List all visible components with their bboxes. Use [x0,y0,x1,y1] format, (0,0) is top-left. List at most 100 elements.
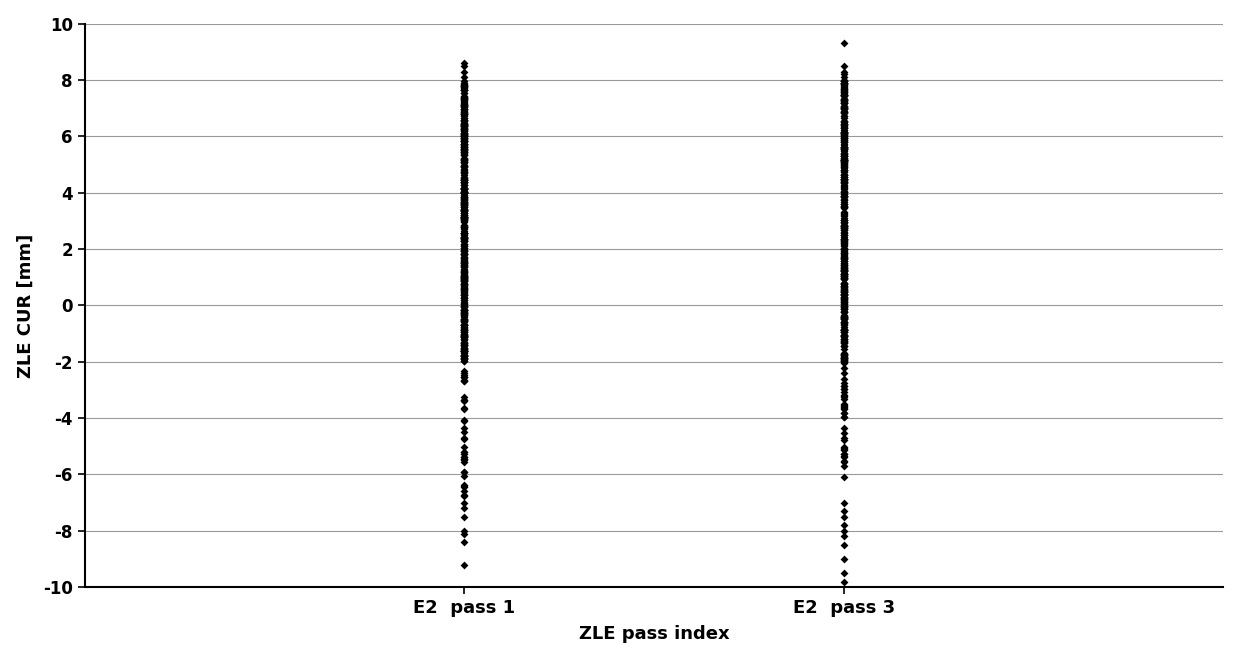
Point [454,396,474,407]
Point [454,253,474,264]
Point [454,101,474,112]
Point [454,123,474,134]
Point [454,349,474,360]
Point [454,288,474,298]
Point [833,96,853,107]
Point [833,98,853,108]
Point [454,166,474,177]
Point [833,278,853,288]
Point [454,100,474,111]
Point [833,170,853,181]
Point [454,273,474,284]
Point [454,155,474,166]
Point [833,378,853,388]
Point [833,290,853,300]
Point [454,232,474,243]
Point [833,350,853,360]
Point [833,128,853,139]
Point [833,103,853,114]
Point [454,115,474,125]
Point [833,152,853,163]
Point [833,358,853,368]
Point [454,282,474,293]
Point [833,38,853,49]
Point [833,162,853,172]
Point [833,269,853,279]
Point [833,86,853,96]
Point [454,149,474,160]
Point [833,104,853,114]
Point [454,116,474,127]
Point [833,100,853,111]
Point [833,264,853,275]
Point [833,182,853,192]
Point [833,294,853,305]
Point [454,100,474,111]
Point [833,302,853,312]
Point [454,201,474,211]
Point [454,184,474,195]
Point [833,326,853,337]
Point [454,139,474,149]
Point [454,172,474,182]
Point [833,122,853,133]
Point [833,228,853,238]
Point [454,282,474,293]
Point [833,178,853,189]
Point [454,343,474,353]
Point [833,148,853,159]
Point [833,363,853,374]
Point [454,177,474,187]
Point [454,256,474,267]
Point [833,296,853,307]
Point [833,349,853,360]
Point [833,280,853,291]
Point [454,236,474,246]
Point [833,102,853,112]
Point [454,234,474,245]
Point [454,117,474,128]
Point [833,331,853,342]
Point [454,84,474,94]
Point [454,200,474,211]
Point [454,205,474,215]
Point [454,177,474,187]
Point [454,310,474,320]
Point [833,289,853,300]
Point [833,116,853,127]
Point [833,77,853,88]
Point [833,78,853,88]
Point [454,123,474,133]
Point [833,289,853,300]
Point [833,284,853,294]
Point [454,275,474,285]
X-axis label: ZLE pass index: ZLE pass index [579,625,729,644]
Point [833,110,853,121]
Point [454,316,474,327]
Point [833,311,853,321]
Point [454,281,474,292]
Point [833,116,853,127]
Point [833,148,853,159]
Point [454,164,474,174]
Point [454,427,474,438]
Point [454,286,474,296]
Point [454,451,474,462]
Point [833,338,853,348]
Point [454,275,474,286]
Point [454,72,474,82]
Point [833,288,853,299]
Point [454,208,474,218]
Point [833,98,853,108]
Point [454,267,474,277]
Point [454,246,474,256]
Point [454,310,474,321]
Point [454,525,474,536]
Point [454,261,474,272]
Point [833,214,853,225]
Point [833,273,853,283]
Point [833,98,853,109]
Point [833,520,853,531]
Point [454,88,474,98]
Point [454,107,474,117]
